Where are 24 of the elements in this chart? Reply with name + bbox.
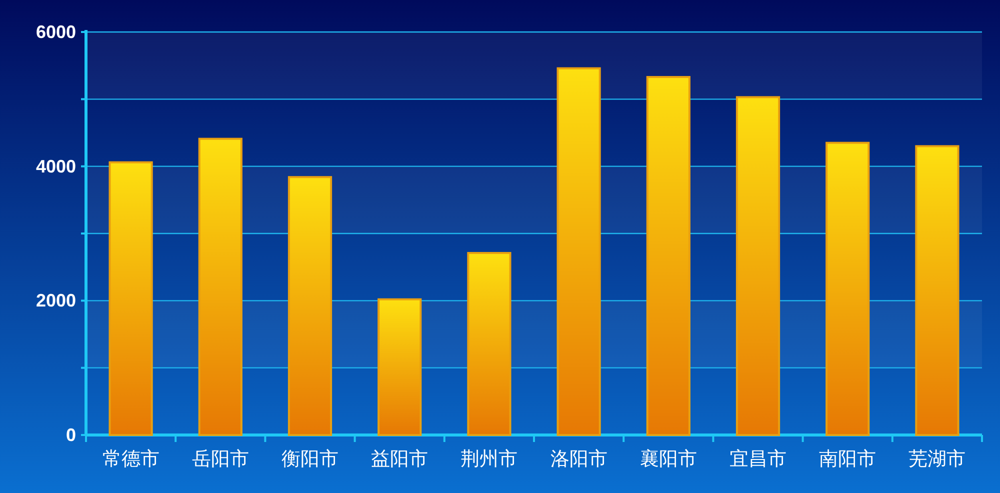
bar (646, 76, 690, 436)
bar (467, 252, 512, 436)
bar (108, 161, 153, 436)
x-tick-label: 荆州市 (460, 448, 518, 470)
bar (736, 96, 780, 436)
y-tick-label: 6000 (36, 22, 76, 42)
x-tick-label: 洛阳市 (550, 448, 608, 470)
x-tick-label: 岳阳市 (192, 448, 249, 470)
y-tick-label: 4000 (36, 156, 76, 176)
bar (198, 138, 242, 436)
x-tick-label: 南阳市 (819, 448, 876, 470)
x-tick-label: 衡阳市 (282, 448, 338, 470)
x-tick-label: 宜昌市 (730, 448, 786, 470)
x-tick-label: 常德市 (102, 448, 160, 470)
bar (826, 142, 870, 436)
y-tick-label: 0 (66, 425, 76, 445)
bar (378, 298, 422, 436)
x-tick-label: 襄阳市 (640, 448, 697, 470)
bar (288, 176, 332, 436)
x-tick-label: 芜湖市 (908, 448, 966, 470)
x-tick-label: 益阳市 (371, 448, 428, 470)
bar (556, 67, 601, 436)
bar (915, 145, 960, 436)
y-tick-label: 2000 (36, 290, 76, 311)
